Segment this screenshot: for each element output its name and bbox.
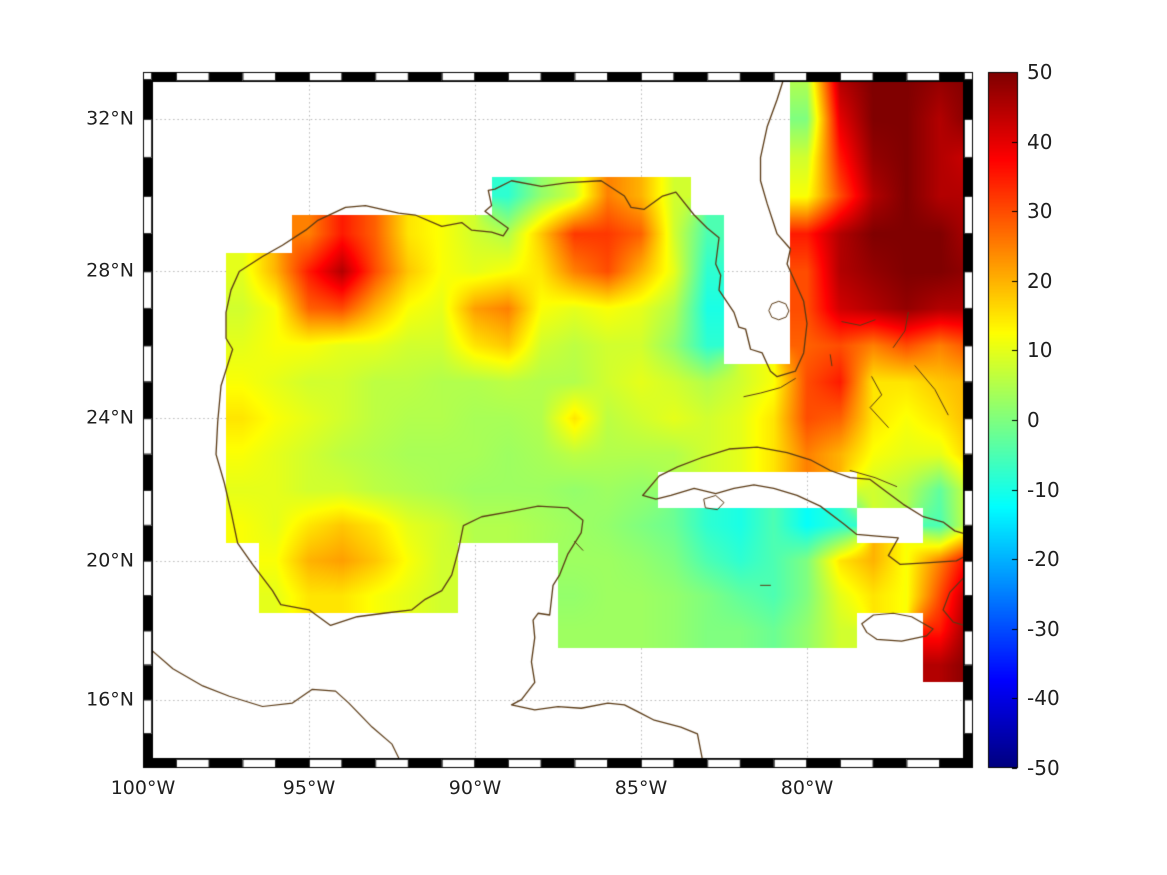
- lat-tick-label: 28°N: [86, 259, 134, 282]
- lon-tick-label: 90°W: [448, 777, 502, 799]
- lat-tick-label: 32°N: [86, 107, 134, 130]
- colorbar-tick-label: -30: [1027, 616, 1060, 641]
- colorbar-tick-label: -40: [1027, 686, 1060, 711]
- colorbar-tick-label: -20: [1027, 547, 1060, 572]
- lat-tick-label: 20°N: [86, 549, 134, 572]
- colorbar-tick-label: 30: [1027, 199, 1053, 224]
- lon-tick-label: 100°W: [110, 777, 176, 799]
- colorbar-tick-label: -10: [1027, 477, 1060, 502]
- colorbar-tick-label: 50: [1027, 60, 1053, 84]
- colorbar-tick-label: 0: [1027, 408, 1040, 432]
- colorbar-tick-label: 20: [1027, 268, 1053, 293]
- lon-tick-label: 95°W: [282, 777, 336, 799]
- lon-tick-label: 85°W: [614, 777, 668, 799]
- lon-tick-label: 80°W: [780, 777, 834, 799]
- lat-tick-label: 16°N: [86, 688, 134, 711]
- colorbar-tick-label: 10: [1027, 338, 1053, 363]
- colorbar-tick-label: 40: [1027, 129, 1053, 154]
- lat-tick-label: 24°N: [86, 406, 134, 429]
- colorbar-tick-label: -50: [1027, 756, 1060, 780]
